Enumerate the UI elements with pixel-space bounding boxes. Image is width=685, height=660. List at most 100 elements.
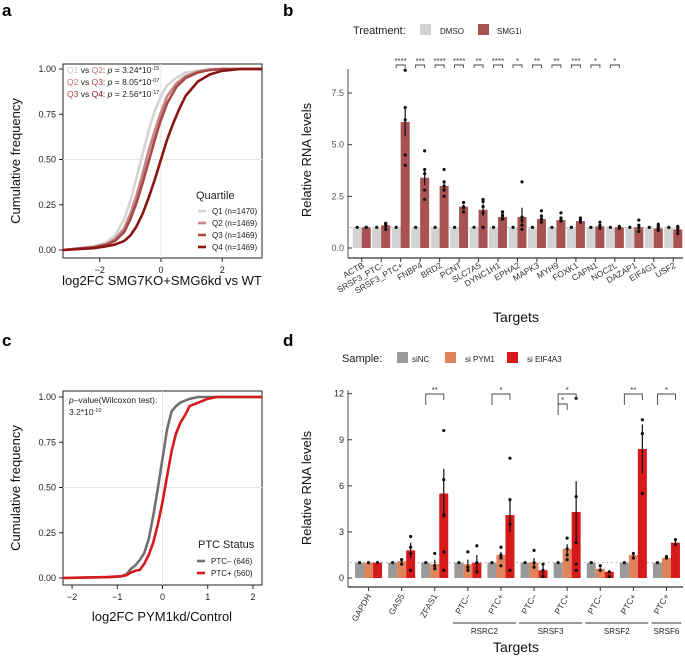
bar-0-15 xyxy=(644,227,654,248)
data-point-0-12-0 xyxy=(589,225,593,229)
legend-swatch-2 xyxy=(445,352,456,363)
significance-bracket xyxy=(512,64,523,68)
panel-d-x-ticks: GAPDH GAS5 ZFAS1 PTC– PTC+ PTC– PTC+ PTC– PTC+ PT… xyxy=(350,587,671,623)
bar-1-10 xyxy=(556,220,566,248)
y-tick-label: 5.0 xyxy=(331,140,344,150)
significance-label: * xyxy=(665,386,668,395)
bar-0-8 xyxy=(619,562,629,578)
bar-0-9 xyxy=(527,227,537,248)
data-point-1-7-0 xyxy=(500,210,505,214)
bar-1-16 xyxy=(673,229,683,248)
data-point-2-1-2 xyxy=(409,551,413,556)
data-point-0-7-0 xyxy=(589,561,593,565)
data-point-1-3-4 xyxy=(423,197,427,202)
significance-label: *** xyxy=(415,57,424,66)
bar-1-5 xyxy=(459,206,469,248)
data-point-2-5-1 xyxy=(541,568,545,572)
bar-1-9 xyxy=(536,219,546,248)
bar-0-2 xyxy=(391,227,401,248)
x-tick-label: −1 xyxy=(112,592,122,602)
x-tick-label: PTC+ xyxy=(486,592,506,616)
bar-0-7 xyxy=(489,227,499,248)
data-point-1-1-0 xyxy=(400,557,404,562)
data-point-1-3-3 xyxy=(423,188,427,192)
ann-exp: -10 xyxy=(94,408,102,414)
data-point-2-6-2 xyxy=(574,541,578,545)
data-point-1-6-3 xyxy=(565,557,569,562)
panel-a-x-ticks: −2 0 2 xyxy=(95,258,225,275)
panel-c-chart: −2 −1 0 1 2 0.00 0.25 0.50 0.75 1.00 log2FC PYM1… xyxy=(8,390,263,624)
data-point-1-3-0 xyxy=(466,550,470,554)
data-point-2-3-1 xyxy=(475,561,479,565)
panel-c-grid xyxy=(63,391,262,585)
bar-2-6 xyxy=(571,511,581,578)
data-point-1-16-3 xyxy=(676,231,680,236)
significance-label: ** xyxy=(534,57,540,66)
panel-c-pvalue-annotation-line2: 3.2*10-10 xyxy=(69,407,102,417)
panel-d-group-labels: RSRC2 SRSF3 SRSF2 SRSF6 xyxy=(452,622,682,636)
panel-b-y-axis-label: Relative RNA levels xyxy=(299,102,314,217)
data-point-0-1-0 xyxy=(375,225,379,229)
x-tick-label: USF2 xyxy=(653,260,677,280)
ann-b: Q3 xyxy=(92,77,104,87)
panel-d-x-axis-label: Targets xyxy=(493,639,539,655)
ann-rest: –value(Wilcoxon test): xyxy=(74,395,158,405)
y-tick-label: 0 xyxy=(339,573,344,583)
data-point-1-4-2 xyxy=(442,184,446,188)
bar-2-8 xyxy=(637,448,647,578)
y-tick-label: 0.25 xyxy=(38,200,56,210)
data-point-1-6-2 xyxy=(481,205,485,209)
legend-label-dmso: DMSO xyxy=(440,27,464,36)
data-point-1-5-0 xyxy=(532,548,536,552)
legend-label-2: PTC+ (560) xyxy=(211,569,253,578)
panel-c-x-axis-label: log2FC PYM1kd/Control xyxy=(92,609,232,624)
x-tick-label: GAS5 xyxy=(386,592,406,617)
bar-2-4 xyxy=(505,515,515,578)
data-point-1-10-3 xyxy=(559,219,563,223)
data-point-1-0-0 xyxy=(366,561,371,565)
panel-a-chart: −2 0 2 0.00 0.25 0.50 0.75 1.00 log2FC SMG7KO+… xyxy=(8,63,263,288)
data-point-1-3-1 xyxy=(466,565,470,569)
legend-swatch-dmso xyxy=(420,24,431,35)
significance-label: **** xyxy=(492,57,504,66)
significance-bracket xyxy=(657,393,676,405)
x-tick-label: ZFAS1 xyxy=(418,592,440,620)
ann-eq: = 2.56*10 xyxy=(112,89,151,99)
ann-p: p xyxy=(107,77,113,87)
data-point-1-8-2 xyxy=(520,218,524,222)
annotation-q1-vs-q2: Q1 vs Q2: p = 3.24*10-15 xyxy=(67,65,159,75)
group-label: SRSF6 xyxy=(654,627,680,636)
significance-bracket xyxy=(434,64,445,68)
data-point-2-5-2 xyxy=(541,574,545,579)
bar-1-1 xyxy=(397,561,407,578)
bar-1-2 xyxy=(400,121,410,248)
data-point-1-13-2 xyxy=(617,226,621,230)
x-tick-label: 1 xyxy=(205,592,210,602)
ann-exp: -15 xyxy=(151,66,159,72)
data-point-2-7-0 xyxy=(607,570,611,574)
significance-label: * xyxy=(499,386,502,395)
data-point-1-2-1 xyxy=(403,105,407,110)
bar-2-9 xyxy=(670,542,680,578)
data-point-1-1-1 xyxy=(400,562,404,566)
data-point-1-9-1 xyxy=(664,556,669,560)
bar-1-7 xyxy=(595,568,605,578)
data-point-2-6-4 xyxy=(574,568,578,572)
panel-c-y-axis-label: Cumulative frequency xyxy=(8,425,23,551)
data-point-0-0-0 xyxy=(355,225,359,229)
legend-title: Quartile xyxy=(196,190,235,202)
significance-bracket xyxy=(557,403,568,415)
y-tick-label: 6 xyxy=(339,481,344,491)
data-point-0-9-0 xyxy=(655,561,660,565)
data-point-0-1-0 xyxy=(391,561,395,565)
y-tick-label: 0.0 xyxy=(331,243,344,253)
legend-swatch-smg1i xyxy=(478,24,489,35)
ann-b: Q2 xyxy=(92,65,104,75)
ann-exp: -07 xyxy=(151,78,159,84)
data-point-2-4-1 xyxy=(508,498,512,502)
data-point-2-1-3 xyxy=(409,568,413,572)
data-point-1-4-3 xyxy=(499,564,503,568)
ann-sep: : xyxy=(103,77,108,87)
annotation-q3-vs-q4: Q3 vs Q4: p = 2.56*10-17 xyxy=(67,89,159,99)
data-point-2-6-1 xyxy=(574,494,578,499)
